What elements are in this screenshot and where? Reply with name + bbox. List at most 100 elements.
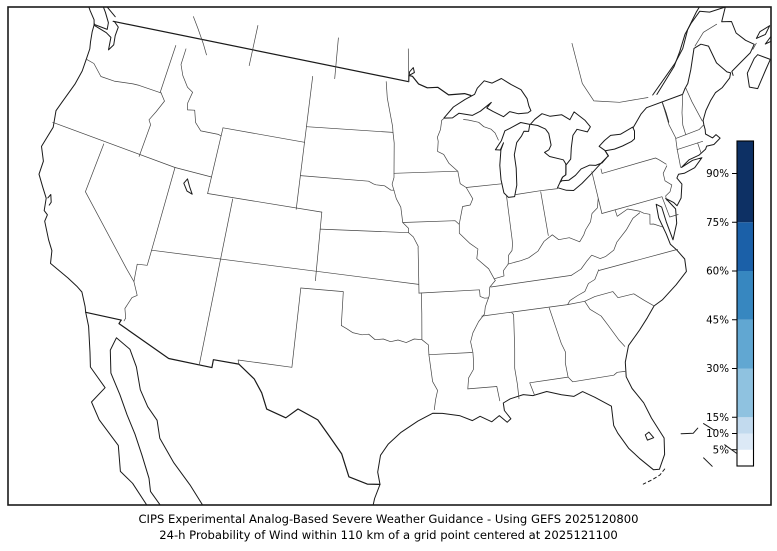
state-border-path <box>385 81 395 191</box>
coastline-path <box>656 7 755 95</box>
state-border-path <box>52 121 176 168</box>
figure-subtitle: 24-h Probability of Wind within 110 km o… <box>159 528 618 542</box>
coastline-path <box>755 25 771 39</box>
coastline-path <box>703 423 715 431</box>
colorbar-segment <box>737 319 754 369</box>
country-border-path <box>112 20 472 97</box>
state-border-path <box>685 87 703 122</box>
state-border-path <box>584 300 626 347</box>
state-border-path <box>467 386 501 402</box>
state-border-path <box>676 140 704 150</box>
state-border-path <box>694 23 718 47</box>
country-border-path <box>604 150 609 157</box>
colorbar-segment <box>737 417 754 434</box>
state-border-path <box>138 92 165 157</box>
coastline-path <box>703 457 713 467</box>
country-border-path <box>118 319 240 369</box>
state-border-path <box>85 58 162 94</box>
state-border-path <box>393 170 459 174</box>
state-border-path <box>571 43 649 103</box>
state-border-path <box>334 37 339 80</box>
state-border-path <box>418 289 490 299</box>
coastline-path <box>372 43 732 505</box>
state-border-path <box>393 189 419 249</box>
state-border-path <box>159 45 177 93</box>
state-border-path <box>85 143 138 322</box>
state-border-path <box>174 167 212 178</box>
coastline-path <box>443 78 532 119</box>
state-border-path <box>151 249 420 285</box>
coastline-path <box>598 126 635 152</box>
state-border-path <box>540 191 549 236</box>
state-border-path <box>300 175 395 191</box>
state-border-path <box>600 157 667 174</box>
state-border-path <box>295 76 314 210</box>
coastline-path <box>47 194 52 206</box>
colorbar-segment <box>737 222 754 271</box>
state-border-path <box>697 142 702 153</box>
state-border-path <box>207 127 224 194</box>
state-border-path <box>591 171 603 214</box>
colorbar-segment <box>737 368 754 418</box>
state-border-path <box>494 198 599 280</box>
state-border-path <box>511 312 520 400</box>
colorbar-tick-label: 90% <box>706 168 729 180</box>
state-border-path <box>306 126 394 133</box>
state-border-path <box>529 376 569 396</box>
coastline-path <box>106 7 116 18</box>
state-border-path <box>515 188 559 195</box>
state-border-path <box>506 195 513 265</box>
colorbar-tick-label: 10% <box>706 428 729 440</box>
coastline-path <box>494 122 531 198</box>
state-border-path <box>417 247 420 294</box>
state-border-path <box>428 352 473 356</box>
state-border-path <box>681 94 687 136</box>
state-border-path <box>207 193 323 213</box>
state-border-path <box>490 275 572 288</box>
colorbar-tick-label: 45% <box>706 314 729 326</box>
state-border-path <box>133 167 176 282</box>
state-border-path <box>752 42 757 50</box>
coastline-path <box>557 155 609 191</box>
state-border-path <box>420 292 438 411</box>
colorbar-tick-label: 15% <box>706 412 729 424</box>
colorbar-segment <box>737 449 754 466</box>
colorbar-tick-label: 60% <box>706 266 729 278</box>
state-border-path <box>661 101 681 168</box>
coastline-path <box>93 20 119 51</box>
state-border-path <box>570 212 641 276</box>
state-border-path <box>463 119 499 141</box>
coastline-path <box>88 7 109 30</box>
coastline-path <box>38 23 204 505</box>
state-border-path <box>193 16 207 56</box>
dashed-keys-path <box>642 468 666 485</box>
colorbar-segment <box>737 433 754 450</box>
state-border-path <box>180 48 222 137</box>
state-border-path <box>481 304 569 317</box>
colorbar-segment <box>737 271 754 320</box>
colorbar: 5% 10% 15% 30% 45% 60% 75% 90% <box>706 140 755 467</box>
map-frame <box>7 6 772 506</box>
state-border-path <box>300 287 344 326</box>
colorbar-segment <box>737 141 754 223</box>
state-border-path <box>437 118 496 390</box>
state-border-path <box>548 307 626 383</box>
colorbar-tick-label: 5% <box>713 444 730 456</box>
country-border-path <box>85 311 122 321</box>
state-border-path <box>598 249 678 271</box>
state-border-path <box>662 165 673 201</box>
colorbar-outline <box>736 140 755 467</box>
state-border-path <box>315 211 323 282</box>
state-border-path <box>675 124 704 139</box>
map-lines <box>38 7 771 505</box>
country-border-path <box>238 363 381 485</box>
state-border-path <box>198 198 234 366</box>
colorbar-tick-label: 30% <box>706 363 729 375</box>
state-border-path <box>567 269 600 305</box>
colorbar-tick-label: 75% <box>706 217 729 229</box>
state-border-path <box>222 127 305 143</box>
coastline-path <box>529 111 591 166</box>
coastline-path <box>652 7 700 96</box>
